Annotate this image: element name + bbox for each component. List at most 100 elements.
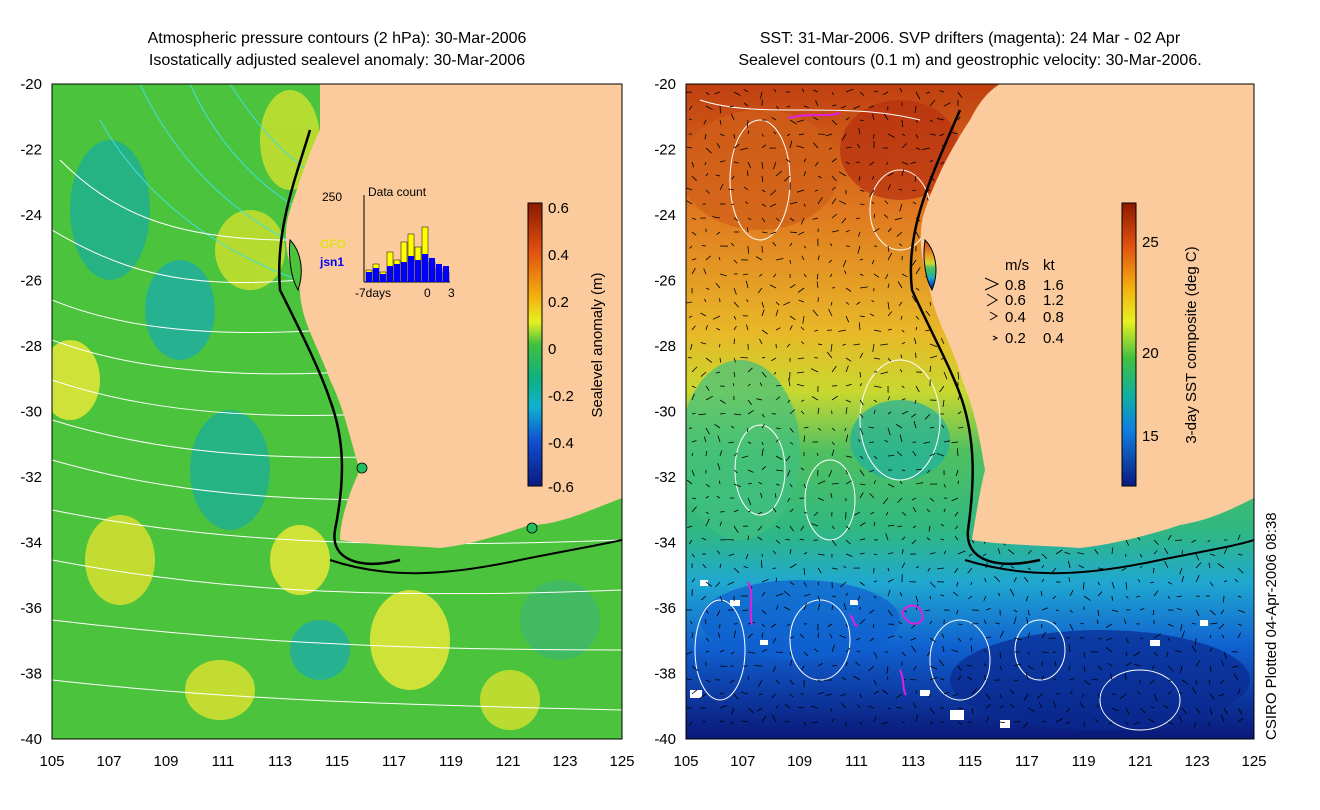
- velocity-vector: [868, 665, 875, 672]
- velocity-vector: [740, 720, 749, 723]
- velocity-vector: [839, 171, 847, 177]
- velocity-vector: [841, 217, 847, 224]
- velocity-vector: [901, 562, 906, 569]
- velocity-vector: [719, 357, 722, 363]
- velocity-vector: [1178, 691, 1183, 695]
- velocity-vector: [705, 173, 709, 177]
- svp-drifters[interactable]: [747, 112, 924, 696]
- velocity-vector: [966, 665, 973, 667]
- velocity-vector: [816, 452, 819, 457]
- velocity-vector: [686, 146, 693, 149]
- velocity-vector: [812, 309, 819, 317]
- velocity-vector: [841, 133, 847, 141]
- velocity-vector: [929, 552, 936, 555]
- velocity-vector: [840, 702, 847, 709]
- velocity-vector: [758, 481, 763, 485]
- sealevel-contours: [694, 99, 1181, 731]
- velocity-vector: [955, 469, 959, 477]
- velocity-vector: [899, 368, 903, 373]
- velocity-vector: [869, 313, 875, 317]
- velocity-vector: [1069, 623, 1074, 631]
- velocity-vector: [1176, 608, 1183, 611]
- velocity-vector: [691, 366, 698, 373]
- tide-gauge-marker[interactable]: [526, 522, 538, 534]
- velocity-vector: [787, 497, 791, 502]
- velocity-vector: [1027, 567, 1032, 571]
- velocity-vector: [1125, 651, 1128, 657]
- velocity-vector: [800, 410, 805, 415]
- velocity-vector: [845, 553, 853, 557]
- velocity-vector: [887, 396, 891, 401]
- velocity-vector: [826, 351, 833, 359]
- velocity-vector: [775, 539, 781, 544]
- velocity-vector: [760, 91, 763, 99]
- velocity-vector: [1041, 651, 1049, 653]
- x-tick-label: 115: [325, 753, 349, 770]
- velocity-vector: [733, 338, 735, 345]
- velocity-vector: [1036, 693, 1043, 699]
- velocity-vector: [731, 113, 735, 121]
- velocity-vector: [714, 91, 721, 95]
- velocity-vector: [758, 679, 763, 687]
- velocity-vector: [1195, 660, 1201, 667]
- x-tick-label: 107: [96, 753, 121, 770]
- velocity-vector: [1027, 707, 1035, 712]
- velocity-vector: [825, 693, 833, 696]
- speed-legend-ms: 0.2: [1005, 330, 1026, 347]
- x-tick-label: 111: [845, 753, 868, 770]
- velocity-vector: [700, 371, 707, 377]
- velocity-vector: [733, 217, 739, 221]
- velocity-vector: [985, 716, 990, 723]
- tide-gauge-marker[interactable]: [356, 462, 368, 474]
- velocity-vector: [1041, 607, 1048, 611]
- velocity-vector: [691, 689, 698, 695]
- velocity-vector: [1013, 679, 1018, 682]
- right-y-axis: -20 -22 -24 -26 -28 -30 -32 -34 -36 -38 -40: [654, 76, 676, 748]
- velocity-vector: [732, 382, 735, 387]
- velocity-vector: [760, 492, 763, 499]
- velocity-vector: [1125, 595, 1129, 599]
- velocity-vector: [817, 662, 824, 667]
- velocity-vector: [887, 184, 891, 191]
- velocity-vector: [789, 283, 796, 289]
- velocity-vector: [952, 693, 959, 697]
- velocity-vector: [929, 133, 936, 136]
- velocity-vector: [761, 448, 764, 457]
- velocity-vector: [859, 552, 865, 555]
- velocity-vector: [775, 455, 783, 460]
- velocity-vector: [859, 455, 864, 460]
- velocity-vector: [1237, 623, 1242, 626]
- velocity-vector: [873, 399, 877, 403]
- velocity-vector: [856, 637, 861, 641]
- velocity-vector: [1137, 578, 1141, 583]
- velocity-vector: [803, 203, 806, 207]
- velocity-vector: [770, 189, 777, 196]
- velocity-vector: [997, 548, 1001, 555]
- velocity-vector: [897, 525, 903, 528]
- velocity-vector: [733, 259, 738, 264]
- velocity-vector: [897, 281, 903, 289]
- velocity-vector: [884, 439, 889, 443]
- velocity-vector: [1150, 706, 1155, 709]
- velocity-vector: [853, 343, 861, 346]
- velocity-vector: [800, 525, 805, 531]
- velocity-vector: [747, 399, 752, 405]
- velocity-vector: [1025, 672, 1029, 681]
- velocity-vector: [912, 450, 917, 457]
- velocity-vector: [1041, 565, 1045, 569]
- velocity-vector: [1068, 644, 1071, 653]
- inset-legend-gfo: GFO: [320, 237, 346, 251]
- velocity-vector: [719, 413, 726, 415]
- velocity-vector: [796, 371, 805, 374]
- velocity-vector: [1010, 689, 1015, 695]
- velocity-vector: [957, 623, 963, 625]
- velocity-vector: [803, 435, 806, 443]
- velocity-vector: [895, 424, 903, 429]
- velocity-vector: [873, 409, 876, 415]
- velocity-vector: [773, 371, 777, 375]
- y-tick-label: -20: [20, 76, 42, 93]
- velocity-vector: [971, 707, 974, 714]
- velocity-vector: [1025, 595, 1029, 602]
- velocity-vector: [1139, 553, 1143, 558]
- velocity-vector: [691, 452, 694, 457]
